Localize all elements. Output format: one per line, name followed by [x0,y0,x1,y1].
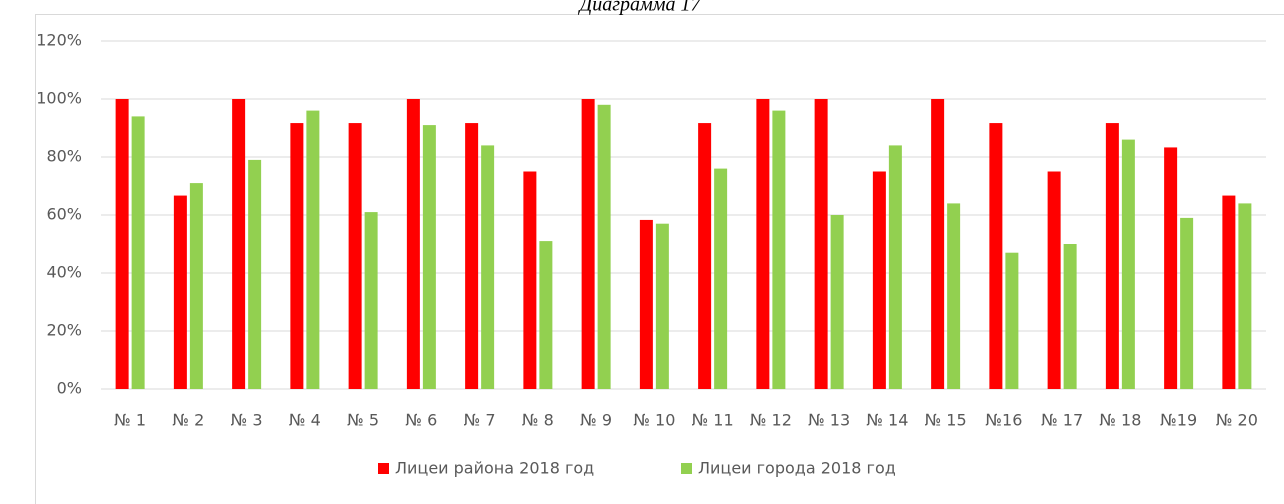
x-tick-label: № 6 [405,411,437,430]
bar [232,99,246,389]
x-tick-label: № 3 [231,411,263,430]
x-tick-label: № 8 [522,411,554,430]
legend-swatch [378,463,389,474]
y-tick-label: 40% [46,263,82,282]
bar [872,171,886,389]
bar [1238,203,1252,389]
bar [1180,217,1194,389]
bar [189,183,203,389]
x-tick-label: №19 [1160,411,1197,430]
bar [581,99,595,389]
y-tick-label: 0% [57,379,82,398]
bar [1063,244,1077,389]
x-tick-label: № 20 [1216,411,1258,430]
bar [772,110,786,389]
bar [830,215,844,389]
bar [1005,252,1019,389]
x-tick-label: № 4 [289,411,321,430]
bar [698,123,712,389]
y-tick-label: 120% [36,31,82,50]
bar [481,145,495,389]
bar [173,195,187,389]
bar [655,223,669,389]
bar [989,123,1003,389]
legend-swatch [681,463,692,474]
chart-frame [35,14,1284,504]
bar [523,171,537,389]
x-tick-label: № 14 [866,411,908,430]
x-tick-label: №16 [985,411,1022,430]
bar [115,99,129,389]
bar [1164,147,1178,389]
bar [714,168,728,389]
bar [248,159,262,389]
bar [814,99,828,389]
chart-title: Диаграмма 17 [577,0,701,16]
bar [306,110,320,389]
title-background [500,0,780,14]
y-tick-label: 100% [36,89,82,108]
x-tick-label: № 7 [464,411,496,430]
bar [1222,195,1236,389]
bar [290,123,304,389]
x-tick-label: № 13 [808,411,850,430]
bar [539,241,553,389]
y-tick-label: 80% [46,147,82,166]
x-tick-label: № 17 [1041,411,1083,430]
x-tick-label: № 2 [172,411,204,430]
bar [364,212,378,389]
y-tick-label: 20% [46,321,82,340]
bar [348,123,362,389]
x-tick-label: № 10 [633,411,675,430]
bar [1121,139,1135,389]
bar [465,123,479,389]
x-tick-label: № 15 [925,411,967,430]
bar [756,99,770,389]
bar [131,116,145,390]
bar [888,145,902,389]
bar [1047,171,1061,389]
bar [639,219,653,389]
x-tick-label: № 11 [692,411,734,430]
legend-label: Лицеи района 2018 год [395,459,594,478]
legend-label: Лицеи города 2018 год [698,459,896,478]
bar [947,203,961,389]
x-tick-label: № 5 [347,411,379,430]
bar [931,99,945,389]
x-tick-label: № 1 [114,411,146,430]
bar [422,125,436,389]
bar [406,99,420,389]
bar [1105,123,1119,389]
x-tick-label: № 18 [1099,411,1141,430]
x-tick-label: № 9 [580,411,612,430]
x-tick-label: № 12 [750,411,792,430]
bar [597,104,611,390]
y-tick-label: 60% [46,205,82,224]
